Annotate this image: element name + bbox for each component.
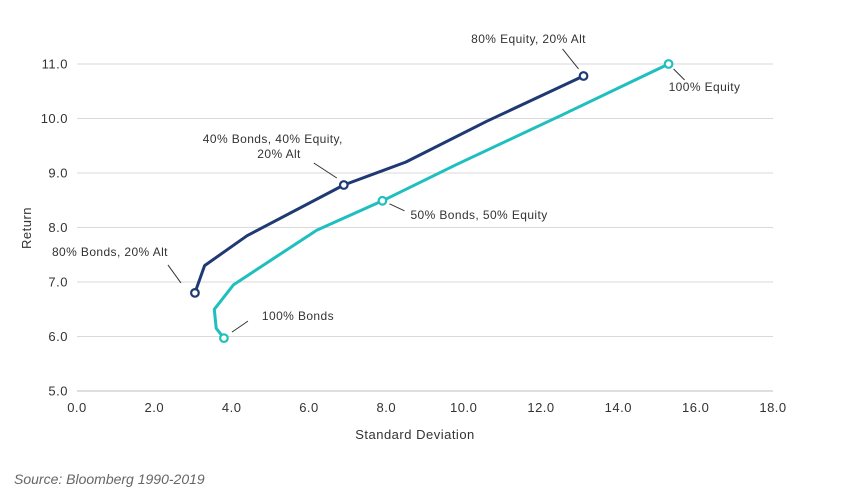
series-line-1 — [193, 74, 585, 295]
point-annotation: 100% Bonds — [262, 309, 334, 323]
x-tick-label: 2.0 — [145, 400, 165, 415]
annotation-leader — [313, 162, 338, 179]
x-tick-label: 10.0 — [450, 400, 477, 415]
point-annotation: 100% Equity — [669, 80, 741, 94]
annotation-leader — [673, 68, 685, 81]
annotation-leader — [231, 320, 249, 333]
series-line-2 — [212, 62, 671, 340]
point-annotation: 50% Bonds, 50% Equity — [410, 208, 547, 222]
point-annotation: 40% Bonds, 40% Equity, 20% Alt — [203, 132, 343, 161]
x-tick-label: 6.0 — [299, 400, 319, 415]
y-tick-label: 8.0 — [48, 220, 68, 235]
point-annotation: 80% Equity, 20% Alt — [471, 32, 586, 46]
y-tick-label: 7.0 — [48, 275, 68, 290]
x-tick-label: 12.0 — [527, 400, 554, 415]
source-note: Source: Bloomberg 1990-2019 — [14, 471, 205, 487]
data-point-marker — [338, 180, 349, 190]
x-tick-label: 0.0 — [67, 400, 87, 415]
point-annotation: 80% Bonds, 20% Alt — [52, 245, 168, 259]
data-point-marker — [219, 333, 229, 344]
y-tick-label: 5.0 — [48, 384, 68, 399]
data-point-marker — [377, 195, 388, 206]
data-point-marker — [190, 288, 200, 298]
y-tick-label: 6.0 — [48, 329, 68, 344]
x-tick-label: 14.0 — [605, 400, 632, 415]
data-point-marker — [578, 71, 589, 81]
y-tick-label: 11.0 — [42, 57, 68, 72]
y-axis-label: Return — [19, 207, 34, 249]
annotation-leader — [167, 264, 182, 284]
x-tick-label: 18.0 — [759, 400, 786, 415]
x-axis-label: Standard Deviation — [355, 427, 475, 442]
y-tick-label: 9.0 — [48, 166, 68, 181]
x-tick-label: 16.0 — [682, 400, 709, 415]
x-tick-label: 8.0 — [377, 400, 397, 415]
annotation-leader — [562, 48, 579, 70]
y-tick-label: 10.0 — [41, 111, 68, 126]
x-tick-label: 4.0 — [222, 400, 242, 415]
annotation-leader — [389, 203, 405, 212]
data-point-marker — [663, 59, 674, 69]
